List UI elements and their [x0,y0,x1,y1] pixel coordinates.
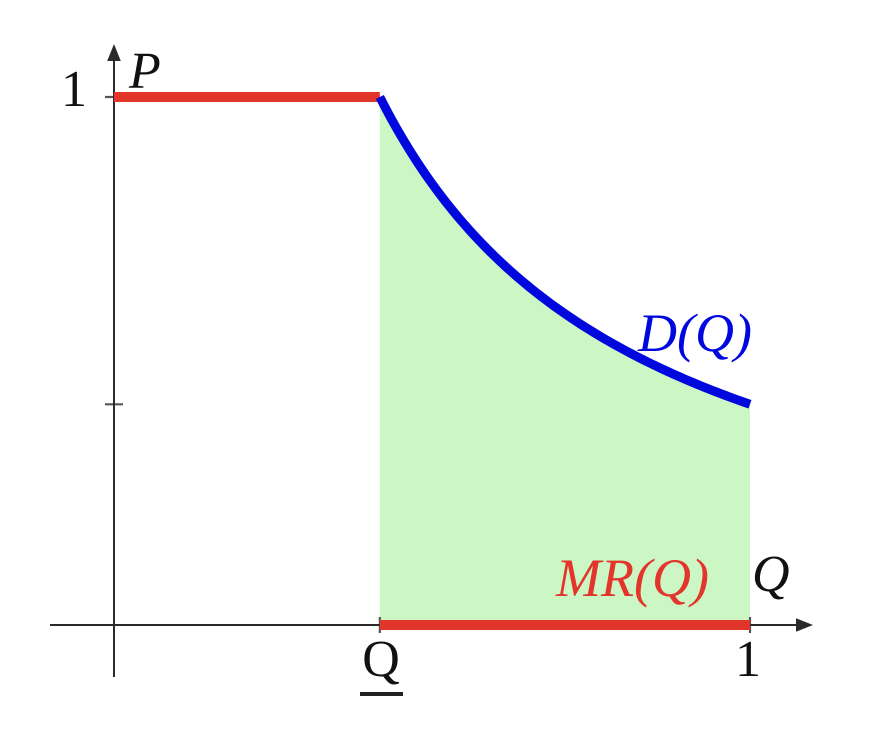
x-tick-label-qlow: Q [362,631,400,688]
y-axis-title: P [129,43,161,100]
x-axis-arrow [796,618,813,632]
q-low-underline [360,692,403,696]
shaded-region [379,97,750,625]
x-tick-label-one: 1 [735,631,761,688]
y-axis-arrow [107,44,121,61]
x-axis-title: Q [752,546,790,603]
y-tick-label-one: 1 [61,61,87,118]
demand-line [375,94,752,409]
marginal-revenue-label: MR(Q) [556,548,709,608]
demand-curve-label: D(Q) [638,303,752,363]
